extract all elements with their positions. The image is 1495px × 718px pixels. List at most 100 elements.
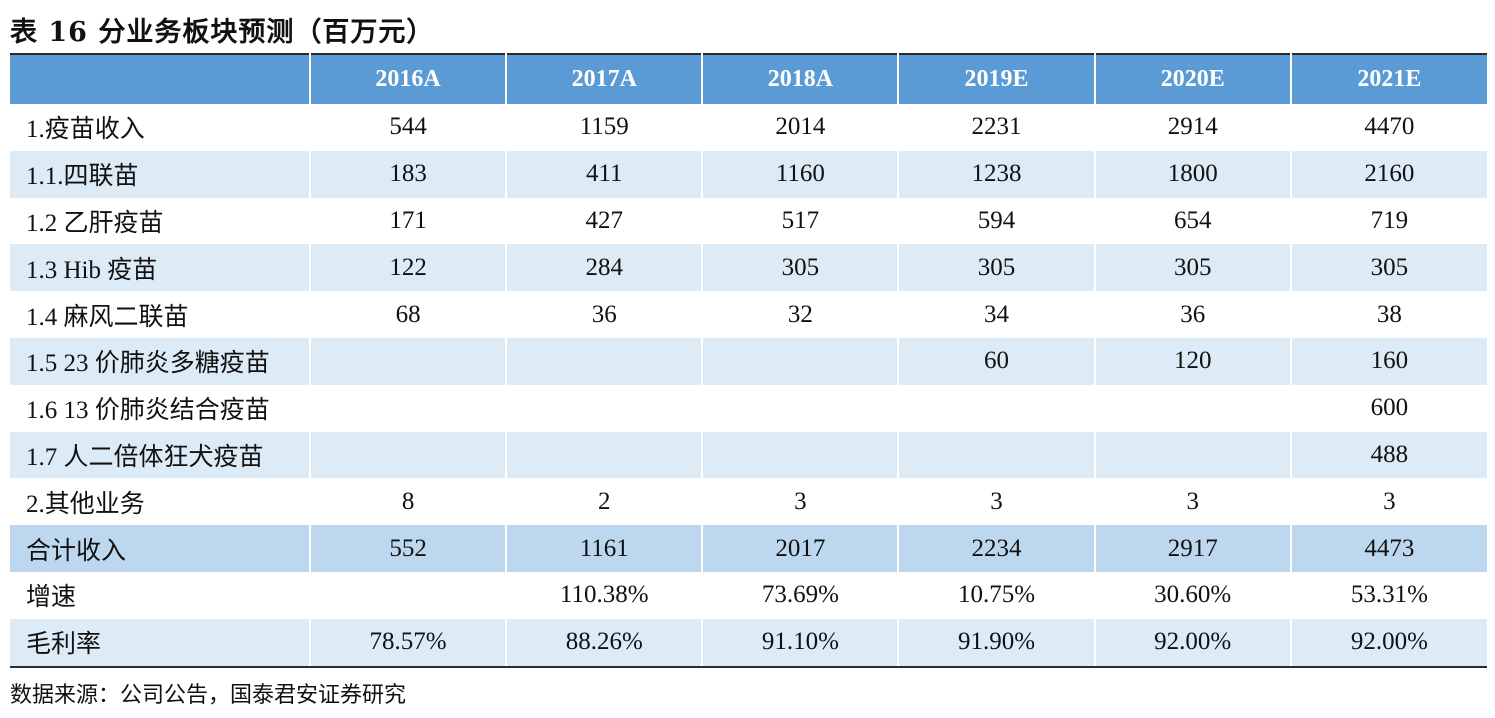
table-cell bbox=[506, 337, 704, 385]
table-cell: 91.90% bbox=[898, 618, 1096, 668]
table-cell bbox=[506, 431, 704, 479]
table-cell: 183 bbox=[310, 150, 508, 198]
table-cell: 1160 bbox=[702, 150, 900, 198]
table-cell: 305 bbox=[898, 244, 1096, 292]
table-cell: 427 bbox=[506, 197, 704, 245]
table-cell: 1238 bbox=[898, 150, 1096, 198]
table-cell: 488 bbox=[1290, 431, 1487, 479]
table-cell: 517 bbox=[702, 197, 900, 245]
table-cell: 38 bbox=[1376, 300, 1402, 328]
table-cell: 719 bbox=[1370, 206, 1409, 234]
table-row: 1.3 Hib 疫苗 122 284 305 305 305 305 bbox=[10, 244, 1487, 292]
row-label: 1.7 人二倍体狂犬疫苗 bbox=[10, 431, 311, 479]
table-cell bbox=[898, 431, 1096, 479]
table-cell: 2 bbox=[506, 478, 704, 526]
table-cell bbox=[702, 384, 900, 432]
table-cell: 60 bbox=[898, 337, 1096, 385]
header-cell: 2016A bbox=[310, 53, 508, 104]
table-cell bbox=[1094, 431, 1292, 479]
row-label: 1.6 13 价肺炎结合疫苗 bbox=[10, 384, 311, 432]
table-row: 增速 110.38% 73.69% 10.75% 30.60% 53.31% bbox=[10, 571, 1487, 619]
table-cell: 600 bbox=[1370, 394, 1409, 422]
table-cell: 2914 bbox=[1094, 104, 1292, 151]
row-label: 2.其他业务 bbox=[10, 478, 311, 526]
header-cell: 2021E bbox=[1290, 53, 1487, 104]
table-cell: 3 bbox=[898, 478, 1096, 526]
row-label: 1.4 麻风二联苗 bbox=[10, 291, 311, 338]
table-cell: 2917 bbox=[1094, 525, 1292, 572]
table-cell: 2014 bbox=[702, 104, 900, 151]
table-cell: 544 bbox=[310, 104, 508, 151]
row-label: 1.疫苗收入 bbox=[10, 104, 311, 151]
table-cell: 305 bbox=[1290, 244, 1487, 292]
header-cell bbox=[10, 53, 311, 104]
table-title: 表 16 分业务板块预测（百万元） bbox=[10, 17, 435, 48]
table-cell: 30.60% bbox=[1094, 571, 1292, 619]
table-cell: 78.57% bbox=[310, 618, 508, 668]
table-cell: 1161 bbox=[506, 525, 704, 572]
table-cell: 2231 bbox=[898, 104, 1096, 151]
table-row: 1.7 人二倍体狂犬疫苗 488 bbox=[10, 431, 1487, 479]
table-row: 毛利率 78.57% 88.26% 91.10% 91.90% 92.00% 92.00% bbox=[10, 618, 1487, 668]
table-cell bbox=[310, 337, 508, 385]
table-row: 1.4 麻风二联苗 68 36 32 34 36 38 bbox=[10, 291, 1487, 338]
table-row: 1.2 乙肝疫苗 171 427 517 594 654 719 bbox=[10, 197, 1487, 245]
table-cell: 32 bbox=[702, 291, 900, 338]
table-cell bbox=[506, 384, 704, 432]
table-cell bbox=[898, 384, 1096, 432]
table-cell: 36 bbox=[506, 291, 704, 338]
row-label: 1.5 23 价肺炎多糖疫苗 bbox=[10, 337, 311, 385]
table-row: 2.其他业务 8 2 3 3 3 3 bbox=[10, 478, 1487, 526]
table-cell: 36 bbox=[1094, 291, 1292, 338]
source-note: 数据来源：公司公告，国泰君安证券研究 bbox=[10, 683, 407, 708]
table-row: 1.疫苗收入 544 1159 2014 2231 2914 4470 bbox=[10, 104, 1487, 151]
table-cell: 654 bbox=[1094, 197, 1292, 245]
table-cell: 171 bbox=[310, 197, 508, 245]
table-cell: 2017 bbox=[702, 525, 900, 572]
table-cell: 160 bbox=[1290, 337, 1487, 385]
table-cell: 3 bbox=[1383, 487, 1396, 515]
table-cell bbox=[310, 431, 508, 479]
table-cell: 68 bbox=[310, 291, 508, 338]
table-cell: 3 bbox=[702, 478, 900, 526]
table-cell: 88.26% bbox=[506, 618, 704, 668]
table-cell: 91.10% bbox=[702, 618, 900, 668]
table-row: 1.5 23 价肺炎多糖疫苗 60 120 160 bbox=[10, 337, 1487, 385]
table-cell: 34 bbox=[898, 291, 1096, 338]
row-label: 增速 bbox=[10, 571, 311, 619]
row-label: 合计收入 bbox=[10, 525, 311, 572]
table-cell bbox=[310, 384, 508, 432]
table-cell: 1800 bbox=[1094, 150, 1292, 198]
row-label: 1.3 Hib 疫苗 bbox=[10, 244, 311, 292]
table-cell: 120 bbox=[1094, 337, 1292, 385]
header-cell: 2018A bbox=[702, 53, 900, 104]
table-cell: 411 bbox=[506, 150, 704, 198]
header-cell: 2020E bbox=[1094, 53, 1292, 104]
table-cell: 53.31% bbox=[1350, 581, 1428, 609]
table-cell bbox=[1094, 384, 1292, 432]
table-cell: 8 bbox=[310, 478, 508, 526]
table-cell: 284 bbox=[506, 244, 704, 292]
table-cell: 4470 bbox=[1364, 113, 1415, 141]
table-row: 1.1.四联苗 183 411 1160 1238 1800 2160 bbox=[10, 150, 1487, 198]
table-cell bbox=[702, 337, 900, 385]
table-cell: 552 bbox=[310, 525, 508, 572]
row-label: 1.2 乙肝疫苗 bbox=[10, 197, 311, 245]
forecast-table: 2016A 2017A 2018A 2019E 2020E 2021E 1.疫苗… bbox=[10, 53, 1487, 668]
table-cell: 110.38% bbox=[506, 571, 704, 619]
table-cell: 92.00% bbox=[1290, 618, 1487, 668]
table-cell: 305 bbox=[1094, 244, 1292, 292]
row-label: 毛利率 bbox=[10, 618, 311, 668]
table-cell: 1159 bbox=[506, 104, 704, 151]
table-row: 1.6 13 价肺炎结合疫苗 600 bbox=[10, 384, 1487, 432]
table-cell: 122 bbox=[310, 244, 508, 292]
table-cell: 4473 bbox=[1290, 525, 1487, 572]
table-cell: 2234 bbox=[898, 525, 1096, 572]
table-cell: 3 bbox=[1094, 478, 1292, 526]
table-cell bbox=[702, 431, 900, 479]
table-cell: 73.69% bbox=[702, 571, 900, 619]
table-cell: 10.75% bbox=[898, 571, 1096, 619]
table-cell: 305 bbox=[702, 244, 900, 292]
table-cell: 2160 bbox=[1290, 150, 1487, 198]
table-cell bbox=[310, 571, 508, 619]
